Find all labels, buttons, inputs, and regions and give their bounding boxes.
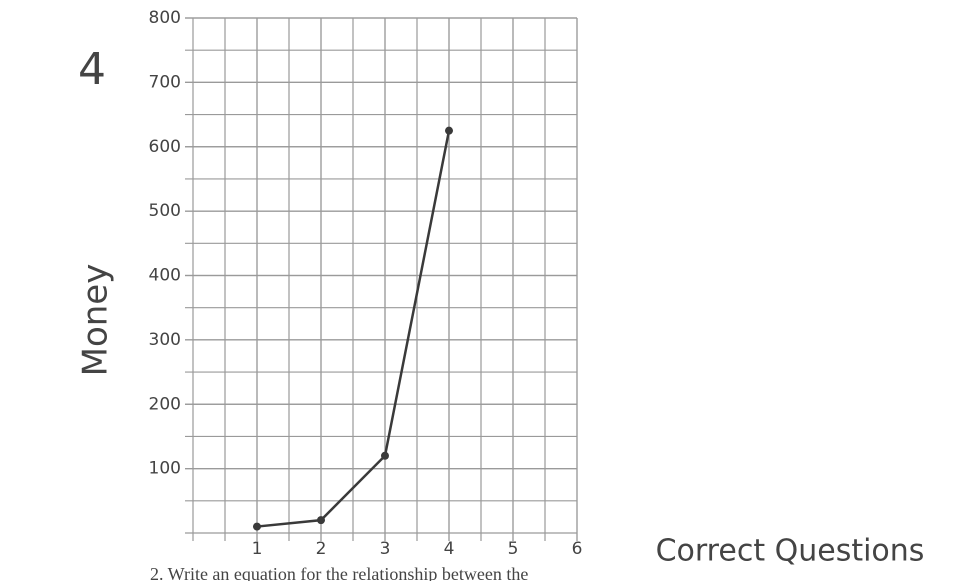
y-tick-label: 800: [149, 8, 181, 28]
y-tick-label: 300: [149, 330, 181, 350]
chart: 4 Money Correct Questions 2. Write an eq…: [0, 0, 964, 581]
y-tick-label: 200: [149, 394, 181, 414]
y-tick-label: 100: [149, 459, 181, 479]
data-point: [253, 523, 261, 531]
y-axis-label: Money: [76, 264, 116, 377]
y-tick-label: 500: [149, 201, 181, 221]
page: {"problem_number": "4", "footer_text": "…: [0, 0, 964, 581]
x-tick-label: 4: [444, 539, 455, 559]
y-tick-label: 600: [149, 137, 181, 157]
y-tick-label: 700: [149, 72, 181, 92]
x-tick-label: 6: [572, 539, 583, 559]
data-point: [445, 127, 453, 135]
problem-number: 4: [78, 44, 106, 95]
data-point: [317, 516, 325, 524]
x-tick-label: 3: [380, 539, 391, 559]
y-tick-label: 400: [149, 266, 181, 286]
data-point: [381, 452, 389, 460]
footer-text: 2. Write an equation for the relationshi…: [150, 564, 528, 581]
x-tick-label: 5: [508, 539, 519, 559]
x-tick-label: 1: [252, 539, 263, 559]
x-tick-label: 2: [316, 539, 327, 559]
x-axis-label: Correct Questions: [656, 534, 925, 569]
